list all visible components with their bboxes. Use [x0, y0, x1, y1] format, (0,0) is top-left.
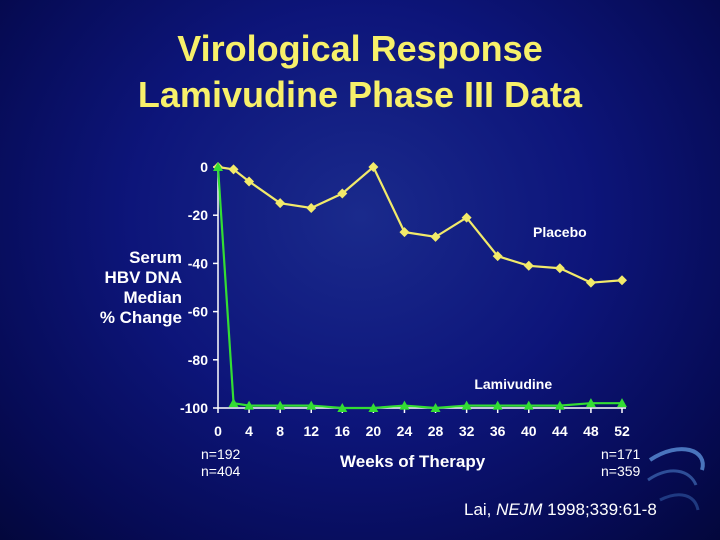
y-tick-label: 0: [200, 159, 208, 175]
lamivudine-point: [275, 400, 286, 410]
placebo-point: [399, 227, 410, 238]
placebo-point: [275, 198, 286, 209]
lamivudine-point: [523, 400, 534, 410]
lamivudine-point: [244, 400, 255, 410]
x-axis-label: Weeks of Therapy: [340, 452, 486, 471]
x-tick-label: 48: [583, 423, 599, 439]
placebo-point: [228, 164, 239, 175]
x-tick-label: 40: [521, 423, 537, 439]
placebo-point: [492, 251, 503, 262]
y-tick-label: -20: [188, 207, 208, 223]
slide-subtitle: Lamivudine Phase III Data: [137, 74, 583, 115]
citation-journal: NEJM: [496, 500, 543, 519]
lamivudine-point: [585, 398, 596, 408]
logo-swoosh-icon: [647, 447, 705, 511]
n-label-lamivudine-end: n=359: [601, 463, 641, 479]
n-label-end: n=171 n=359: [601, 446, 640, 480]
x-tick-label: 20: [366, 423, 382, 439]
x-tick-label: 32: [459, 423, 475, 439]
y-axis-label-line: Serum: [129, 248, 182, 267]
placebo-point: [461, 212, 472, 223]
n-label-placebo-end: n=171: [601, 446, 641, 462]
y-tick-label: -80: [188, 352, 208, 368]
x-tick-label: 12: [303, 423, 319, 439]
lamivudine-point: [430, 403, 441, 412]
x-tick-label: 28: [428, 423, 444, 439]
y-tick-label: -60: [188, 304, 208, 320]
y-axis-label-line: Median: [123, 288, 182, 307]
placebo-point: [554, 263, 565, 274]
placebo-point: [585, 277, 596, 288]
y-tick-label: -100: [180, 400, 208, 416]
lamivudine-point: [228, 398, 239, 408]
lamivudine-point: [213, 162, 223, 171]
lamivudine-point: [461, 400, 472, 410]
x-tick-label: 36: [490, 423, 506, 439]
y-axis-label-line: % Change: [99, 308, 182, 327]
lamivudine-point: [617, 398, 627, 408]
lamivudine-point: [492, 400, 503, 410]
x-tick-label: 0: [214, 423, 222, 439]
lamivudine-point: [368, 403, 379, 412]
x-tick-label: 16: [335, 423, 351, 439]
citation-author: Lai,: [464, 500, 497, 519]
citation-rest: 1998;339:61-8: [542, 500, 657, 519]
slide-title: Virological Response: [177, 28, 543, 69]
lamivudine-point: [306, 400, 317, 410]
x-tick-label: 24: [397, 423, 413, 439]
placebo-point: [337, 188, 348, 199]
placebo-point: [244, 176, 255, 187]
citation: Lai, NEJM 1998;339:61-8: [464, 500, 657, 520]
lamivudine-point: [399, 400, 410, 410]
series-label-placebo: Placebo: [533, 224, 587, 240]
x-tick-label: 4: [245, 423, 253, 439]
series-label-lamivudine: Lamivudine: [474, 376, 552, 392]
x-tick-label: 52: [614, 423, 630, 439]
placebo-point: [617, 275, 627, 286]
y-axis-label-line: HBV DNA: [104, 268, 182, 287]
n-label-start: n=192 n=404: [201, 446, 240, 480]
lamivudine-point: [554, 400, 565, 410]
y-axis-label: Serum HBV DNA Median % Change: [82, 248, 182, 328]
placebo-point: [430, 231, 441, 242]
placebo-point: [368, 162, 379, 172]
placebo-point: [523, 260, 534, 271]
n-label-placebo-start: n=192: [201, 446, 241, 462]
x-tick-label: 44: [552, 423, 568, 439]
y-tick-label: -40: [188, 255, 208, 271]
x-tick-label: 8: [276, 423, 284, 439]
lamivudine-point: [337, 403, 348, 412]
n-label-lamivudine-start: n=404: [201, 463, 241, 479]
placebo-point: [306, 202, 317, 213]
